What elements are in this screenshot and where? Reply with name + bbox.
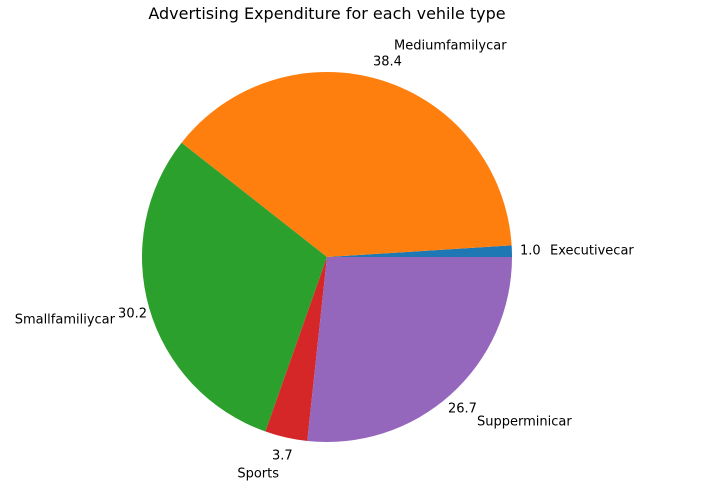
pie-slice-mediumfamilycar	[181, 71, 512, 257]
slice-value-sports: 3.7	[272, 449, 293, 464]
slice-label-smallfamiliycar: Smallfamiliycar	[15, 313, 116, 328]
pie-slice-smallfamiliycar	[141, 142, 327, 432]
slice-value-executivecar: 1.0	[520, 244, 541, 259]
slice-label-sports: Sports	[237, 467, 279, 482]
pie-slice-executivecar	[327, 245, 512, 257]
slice-value-supperminicar: 26.7	[448, 402, 477, 417]
pie-slices	[141, 71, 512, 443]
slice-label-mediumfamilycar: Mediumfamilycar	[394, 39, 507, 54]
slice-label-executivecar: Executivecar	[550, 244, 634, 259]
pie-slice-supperminicar	[307, 257, 512, 443]
chart-title: Advertising Expenditure for each vehile …	[148, 4, 505, 23]
slice-value-smallfamiliycar: 30.2	[118, 307, 147, 322]
slice-label-supperminicar: Supperminicar	[477, 415, 572, 430]
pie-slice-sports	[265, 257, 327, 441]
slice-value-mediumfamilycar: 38.4	[373, 55, 402, 70]
